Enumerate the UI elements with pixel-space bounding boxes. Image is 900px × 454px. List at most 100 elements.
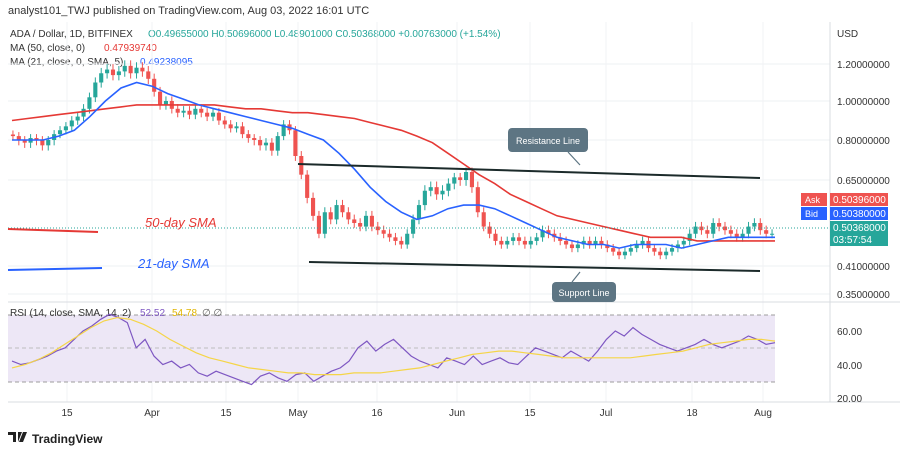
candle-body xyxy=(499,240,504,245)
bid-value: 0.50380000 xyxy=(833,209,886,220)
candle-body xyxy=(240,126,245,135)
candle-body xyxy=(546,230,551,234)
candle-body xyxy=(358,223,363,227)
candle-body xyxy=(105,69,110,74)
candle-body xyxy=(640,240,645,245)
time-tick-label: 15 xyxy=(524,408,536,419)
candle-body xyxy=(146,71,151,79)
resistance-callout: Resistance Line xyxy=(508,128,588,166)
candle-body xyxy=(157,91,163,105)
candle-body xyxy=(658,251,663,256)
rsi-pane xyxy=(8,314,775,383)
candle-body xyxy=(740,233,745,238)
candle-body xyxy=(452,177,457,184)
candle-body xyxy=(516,237,522,241)
ma50-label: MA (50, close, 0) xyxy=(10,43,85,54)
candle-body xyxy=(293,130,298,156)
candle-body xyxy=(722,226,728,231)
ask-tag: Ask 0.50396000 xyxy=(801,193,888,206)
candle-body xyxy=(528,240,533,245)
candle-body xyxy=(134,67,139,74)
candle-body xyxy=(152,78,157,92)
candle-body xyxy=(116,71,121,76)
candle-body xyxy=(205,112,210,117)
price-tick-label: 1.20000000 xyxy=(837,60,890,71)
candle-body xyxy=(728,230,733,234)
candle-body xyxy=(328,212,333,220)
candle-body xyxy=(652,248,657,252)
rsi-tick-label: 20.00 xyxy=(837,394,862,405)
rsi-axis-ticks: 60.00 40.00 20.00 xyxy=(837,327,862,405)
candle-body xyxy=(246,134,251,139)
ask-value: 0.50396000 xyxy=(833,195,886,206)
last-price-tag: 0.50368000 03:57:54 xyxy=(830,221,888,246)
candle-body xyxy=(634,244,639,249)
candle-body xyxy=(734,233,739,238)
candle-body xyxy=(46,140,51,146)
candle-body xyxy=(87,97,92,109)
candle-body xyxy=(693,226,698,234)
candle-body xyxy=(511,237,516,241)
candle-body xyxy=(263,142,269,146)
candle-body xyxy=(387,233,392,238)
candle-body xyxy=(575,244,580,249)
candle-body xyxy=(299,156,304,175)
candle-body xyxy=(210,112,216,117)
candle-body xyxy=(669,248,675,252)
time-tick-label: 18 xyxy=(686,408,698,419)
candle-body xyxy=(352,219,357,223)
last-price-value: 0.50368000 xyxy=(833,223,886,234)
candle-body xyxy=(681,240,686,245)
candle-body xyxy=(487,226,492,234)
ma21-value: 0.49238095 xyxy=(140,57,193,68)
candle-body xyxy=(322,212,327,234)
candles xyxy=(10,60,775,260)
candle-body xyxy=(440,190,445,195)
bid-tag: Bid 0.50380000 xyxy=(801,207,888,220)
candle-body xyxy=(234,126,239,129)
candle-body xyxy=(10,134,16,137)
sma50-legend-line xyxy=(7,228,99,233)
price-tick-label: 0.65000000 xyxy=(837,176,890,187)
candle-body xyxy=(434,187,439,195)
candle-body xyxy=(705,230,710,234)
candle-body xyxy=(764,230,769,234)
candle-body xyxy=(187,110,192,115)
candle-body xyxy=(587,240,592,245)
candle-body xyxy=(334,205,339,220)
candle-body xyxy=(40,140,45,146)
symbol-label: ADA / Dollar, 1D, BITFINEX xyxy=(10,29,133,40)
candle-body xyxy=(687,233,692,241)
price-tick-label: 0.35000000 xyxy=(837,290,890,301)
tradingview-logo-icon xyxy=(8,432,27,442)
candle-body xyxy=(769,233,775,235)
candle-body xyxy=(393,237,398,241)
candle-body xyxy=(163,101,169,105)
rsi-extra-value: ∅ ∅ xyxy=(202,308,222,319)
candle-body xyxy=(605,244,610,249)
price-tick-label: 1.00000000 xyxy=(837,97,890,108)
candle-body xyxy=(475,187,480,213)
candle-body xyxy=(675,244,680,249)
sma21-legend-line xyxy=(7,267,103,271)
candle-body xyxy=(616,251,622,256)
candle-body xyxy=(411,219,416,234)
candle-body xyxy=(628,248,633,252)
ma50-line xyxy=(11,104,775,242)
price-tick-label: 0.80000000 xyxy=(837,136,890,147)
candle-body xyxy=(664,251,669,256)
candle-body xyxy=(310,197,316,216)
time-tick-label: 15 xyxy=(61,408,73,419)
resistance-trend-line xyxy=(297,163,761,179)
time-tick-label: 15 xyxy=(220,408,232,419)
rsi-tick-label: 40.00 xyxy=(837,361,862,372)
resistance-label: Resistance Line xyxy=(516,136,580,146)
candle-body xyxy=(269,142,274,151)
candle-body xyxy=(346,212,351,220)
candle-body xyxy=(252,138,257,140)
candle-body xyxy=(599,240,604,245)
candle-body xyxy=(258,140,263,146)
candle-body xyxy=(63,126,68,131)
candle-body xyxy=(505,240,510,245)
